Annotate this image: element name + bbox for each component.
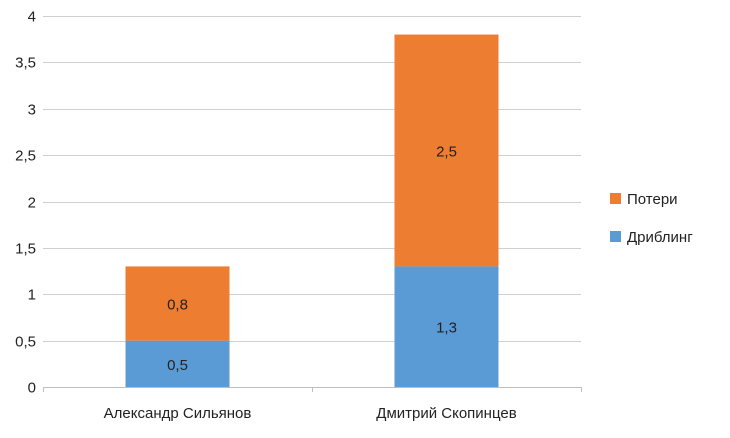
data-label: 2,5 bbox=[436, 143, 457, 160]
legend-label: Дриблинг bbox=[627, 229, 693, 246]
legend-swatch bbox=[610, 231, 621, 242]
legend-swatch bbox=[610, 193, 621, 204]
x-category-label: Александр Сильянов bbox=[104, 405, 252, 422]
data-label: 0,5 bbox=[167, 357, 188, 374]
bar-segment-dribbling bbox=[125, 340, 230, 387]
x-axis: Александр Сильянов Дмитрий Скопинцев bbox=[43, 387, 582, 422]
y-tick-label: 4 bbox=[28, 9, 36, 26]
y-tick-label: 3,5 bbox=[15, 55, 36, 72]
y-tick-label: 3 bbox=[28, 102, 36, 119]
data-label: 0,8 bbox=[167, 297, 188, 314]
y-tick-label: 1 bbox=[28, 287, 36, 304]
x-category-label: Дмитрий Скопинцев bbox=[376, 405, 516, 422]
bar-segment-dribbling bbox=[394, 266, 499, 387]
y-tick-label: 1,5 bbox=[15, 241, 36, 258]
gridlines bbox=[43, 16, 581, 342]
y-axis-ticks: 0 0,5 1 1,5 2 2,5 3 3,5 4 bbox=[15, 9, 36, 397]
y-tick-label: 0,5 bbox=[15, 334, 36, 351]
legend: Потери Дриблинг bbox=[610, 191, 693, 246]
y-tick-label: 2,5 bbox=[15, 148, 36, 165]
bars: 0,5 0,8 1,3 2,5 bbox=[125, 34, 499, 387]
data-label: 1,3 bbox=[436, 320, 457, 337]
bar-segment-losses bbox=[394, 34, 499, 267]
y-tick-label: 2 bbox=[28, 195, 36, 212]
legend-label: Потери bbox=[627, 191, 678, 208]
bar-segment-losses bbox=[125, 266, 230, 341]
y-tick-label: 0 bbox=[28, 380, 36, 397]
